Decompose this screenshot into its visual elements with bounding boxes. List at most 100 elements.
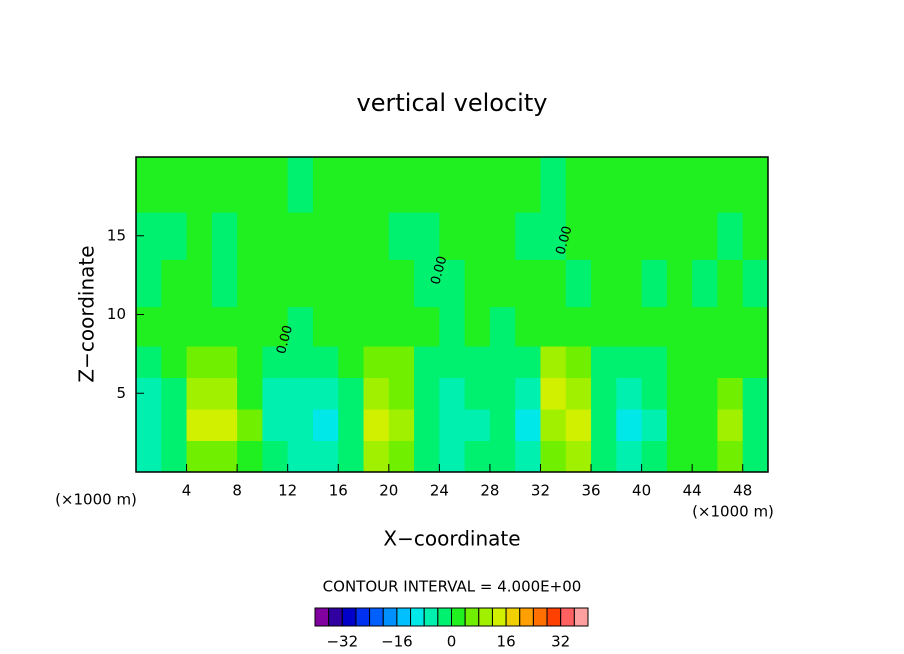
field-cell: [136, 440, 162, 473]
field-cell: [312, 346, 339, 378]
x-axis-label: X−coordinate: [383, 527, 520, 551]
field-cell: [717, 346, 744, 378]
field-cell: [717, 212, 744, 260]
colorbar-tick-label: 16: [497, 633, 516, 651]
field-cell: [439, 409, 466, 441]
field-cell: [666, 157, 693, 213]
field-cell: [262, 306, 289, 347]
field-cell: [262, 440, 289, 473]
field-cell: [439, 440, 466, 473]
field-cell: [161, 377, 188, 410]
field-cell: [388, 157, 415, 213]
field-cell: [717, 377, 744, 410]
colorbar-box: [560, 607, 575, 627]
colorbar-box: [573, 607, 589, 627]
y-axis-label: Z−coordinate: [75, 245, 99, 382]
field-cell: [439, 259, 466, 308]
x-tick-label: 40: [632, 482, 651, 500]
field-cell: [717, 409, 744, 441]
field-cell: [186, 346, 213, 378]
contour-label: 0.00: [428, 254, 450, 286]
field-cell: [742, 306, 769, 347]
x-unit-label: (×1000 m): [692, 503, 774, 521]
field-cell: [540, 409, 567, 441]
field-cell: [161, 212, 188, 260]
field-cell: [464, 306, 491, 347]
field-cell: [136, 346, 162, 378]
field-cell: [692, 306, 718, 347]
field-cell: [515, 259, 541, 308]
x-tick-label: 32: [531, 482, 550, 500]
field-cell: [186, 157, 213, 213]
x-tick-label: 24: [430, 482, 449, 500]
field-cell: [287, 259, 314, 308]
field-cell: [666, 409, 693, 441]
contour-label: 0.00: [554, 225, 576, 257]
x-tick-label: 28: [480, 482, 499, 500]
field-cell: [591, 212, 617, 260]
field-cell: [616, 377, 643, 410]
x-tick-label: 8: [232, 482, 242, 500]
colorbar-box: [546, 607, 562, 627]
field-cell: [540, 212, 567, 260]
field-cell: [641, 157, 668, 213]
field-cell: [262, 212, 289, 260]
field-cell: [136, 157, 162, 213]
field-cell: [338, 157, 365, 213]
x-tick-label: 48: [733, 482, 752, 500]
field-cell: [616, 212, 643, 260]
field-cell: [287, 409, 314, 441]
field-cell: [692, 212, 718, 260]
field-cell: [616, 440, 643, 473]
field-cell: [414, 306, 440, 347]
field-cell: [338, 409, 365, 441]
field-cell: [186, 212, 213, 260]
field-cell: [388, 440, 415, 473]
field-cell: [489, 440, 516, 473]
info-label: CONTOUR INTERVAL = 4.000E+00: [323, 578, 582, 596]
field-cell: [616, 346, 643, 378]
field-cell: [742, 212, 769, 260]
colorbar-box: [423, 607, 439, 627]
field-cell: [237, 346, 263, 378]
field-cell: [363, 377, 390, 410]
colorbar-box: [451, 607, 466, 627]
field-cell: [464, 409, 491, 441]
field-cell: [262, 259, 289, 308]
colorbar-box: [369, 607, 384, 627]
field-cell: [591, 409, 617, 441]
field-cell: [641, 306, 668, 347]
field-cell: [641, 346, 668, 378]
field-cell: [136, 409, 162, 441]
colorbar-box: [382, 607, 398, 627]
field-cell: [565, 377, 592, 410]
field-cell: [591, 440, 617, 473]
field-cell: [136, 306, 162, 347]
x-tick-label: 16: [329, 482, 348, 500]
field-cell: [591, 306, 617, 347]
field-cell: [161, 259, 188, 308]
field-cell: [540, 346, 567, 378]
field-cell: [641, 440, 668, 473]
field-cell: [338, 377, 365, 410]
field-cell: [489, 409, 516, 441]
field-cell: [692, 409, 718, 441]
colorbar-box: [314, 607, 330, 627]
field-cell: [666, 212, 693, 260]
field-cell: [363, 346, 390, 378]
field-cell: [540, 259, 567, 308]
field-cell: [186, 377, 213, 410]
y-tick-label: 10: [107, 305, 126, 323]
field-cell: [641, 409, 668, 441]
field-cell: [388, 259, 415, 308]
field-cell: [464, 259, 491, 308]
field-cell: [666, 259, 693, 308]
colorbar-tick-label: −16: [381, 633, 413, 651]
field-cell: [211, 409, 238, 441]
field-cell: [565, 212, 592, 260]
field-cell: [186, 409, 213, 441]
field-cell: [338, 306, 365, 347]
field-cell: [565, 440, 592, 473]
field-cell: [211, 440, 238, 473]
field-cell: [186, 259, 213, 308]
